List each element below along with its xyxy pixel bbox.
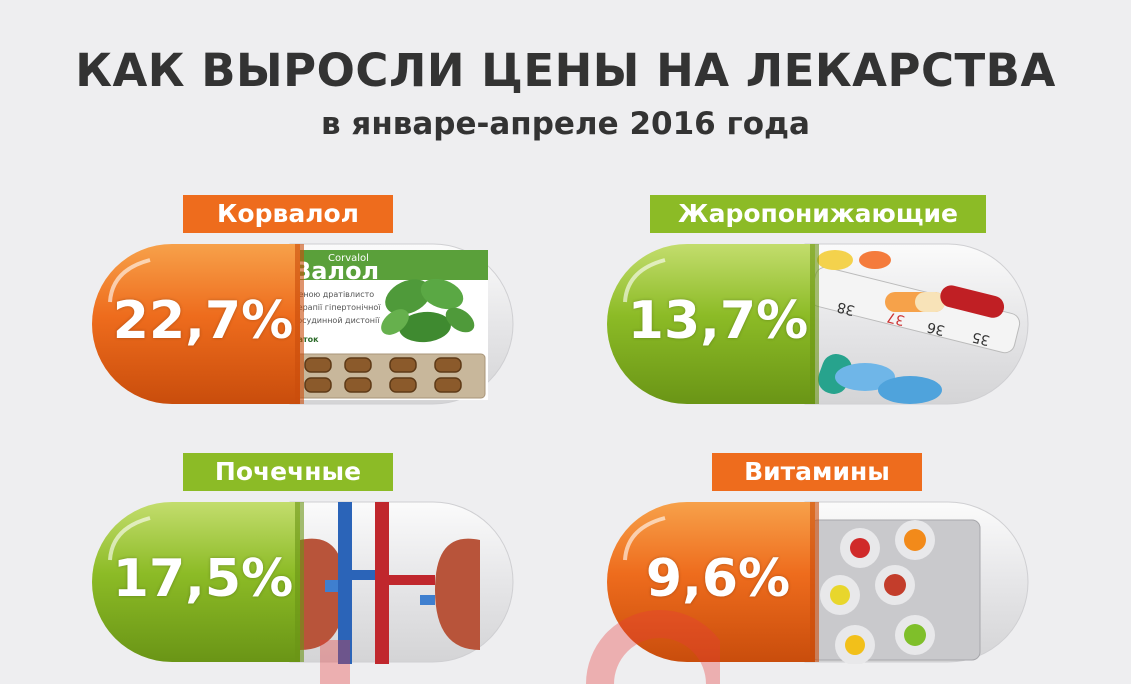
corvalol-box-name: Валол: [293, 257, 379, 285]
vitamin-blister-image: [809, 519, 981, 664]
capsule-corvalol: Corvalol Валол ценою дратівлисто терапії…: [90, 242, 515, 406]
corvalol-box-text: ценою дратівлисто: [293, 290, 374, 299]
capsule-shape: Corvalol Валол ценою дратівлисто терапії…: [92, 243, 514, 405]
mint-leaves-image: [381, 278, 475, 343]
thermometer-mark: 37: [885, 308, 906, 328]
corvalol-box-text: госудинной дистонії: [293, 316, 380, 325]
pills-image: [817, 250, 1005, 404]
value-label-corvalol: 22,7%: [112, 291, 294, 351]
page-title: КАК ВЫРОСЛИ ЦЕНЫ НА ЛЕКАРСТВА: [75, 44, 1056, 97]
category-label-corvalol: Корвалол: [183, 195, 393, 233]
capsule-shape: 38 37 36 35: [607, 243, 1029, 405]
category-label-kidney: Почечные: [183, 453, 393, 491]
corvalol-box-text: терапії гіпертонічної: [293, 303, 381, 312]
logo-watermark: [320, 610, 720, 684]
kidneys-image: [300, 502, 480, 664]
value-label-vitamins: 9,6%: [645, 549, 791, 609]
corvalol-box-brand: Corvalol: [328, 253, 369, 264]
capsule-kidney: 17,5%: [90, 500, 515, 664]
capsule-antipyretic: 38 37 36 35 13,7%: [605, 242, 1030, 406]
thermometer-mark: 36: [925, 318, 946, 338]
page-subtitle: в январе-апреле 2016 года: [321, 106, 810, 142]
capsule-shape: [607, 501, 1029, 664]
capsule-shape: [92, 501, 514, 664]
value-label-antipyretic: 13,7%: [627, 291, 809, 351]
category-label-vitamins: Витамины: [712, 453, 922, 491]
value-label-kidney: 17,5%: [112, 549, 294, 609]
thermometer-mark: 38: [835, 298, 856, 318]
corvalol-box-text: таток: [293, 335, 319, 344]
thermometer-mark: 35: [970, 328, 991, 348]
category-label-antipyretic: Жаропонижающие: [650, 195, 986, 233]
capsule-vitamins: 9,6%: [605, 500, 1030, 664]
